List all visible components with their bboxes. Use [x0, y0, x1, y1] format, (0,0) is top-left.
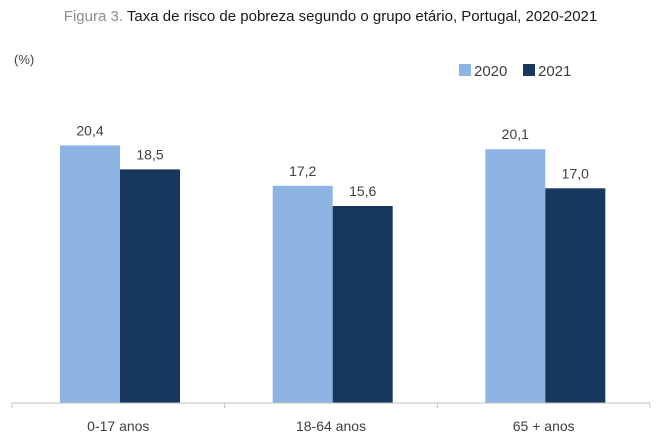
legend-label-2020: 2020: [474, 63, 507, 80]
bar-2020-1: [272, 185, 333, 403]
legend-swatch-2020: [459, 64, 471, 76]
legend-swatch-2021: [523, 64, 535, 76]
data-label-2021-0: 18,5: [136, 146, 163, 162]
figure-number: Figura 3.: [63, 8, 123, 25]
unit-label: (%): [14, 52, 34, 67]
bar-2021-0: [120, 169, 180, 403]
legend-label-2021: 2021: [538, 63, 571, 80]
plot-area: 20,4 18,5 0-17 anos 17,2 15,6 18-64 anos 20,1 1…: [11, 122, 651, 434]
x-tick-label-2: 65 + anos: [513, 418, 575, 434]
x-tick-label-0: 0-17 anos: [87, 418, 149, 434]
chart-title: Figura 3. Taxa de risco de pobreza segun…: [0, 8, 661, 25]
data-label-2020-1: 17,2: [289, 163, 316, 179]
bar-2021-2: [545, 188, 606, 403]
bar-2020-0: [60, 145, 120, 403]
data-label-2021-1: 15,6: [349, 183, 376, 199]
x-tick-label-1: 18-64 anos: [296, 418, 366, 434]
chart-title-text: Taxa de risco de pobreza segundo o grupo…: [126, 8, 598, 25]
bar-2021-1: [332, 206, 393, 403]
data-label-2021-2: 17,0: [562, 165, 589, 181]
legend: 2020 2021: [459, 63, 571, 80]
data-label-2020-0: 20,4: [76, 122, 103, 138]
data-label-2020-2: 20,1: [502, 126, 529, 142]
bar-2020-2: [485, 149, 546, 403]
